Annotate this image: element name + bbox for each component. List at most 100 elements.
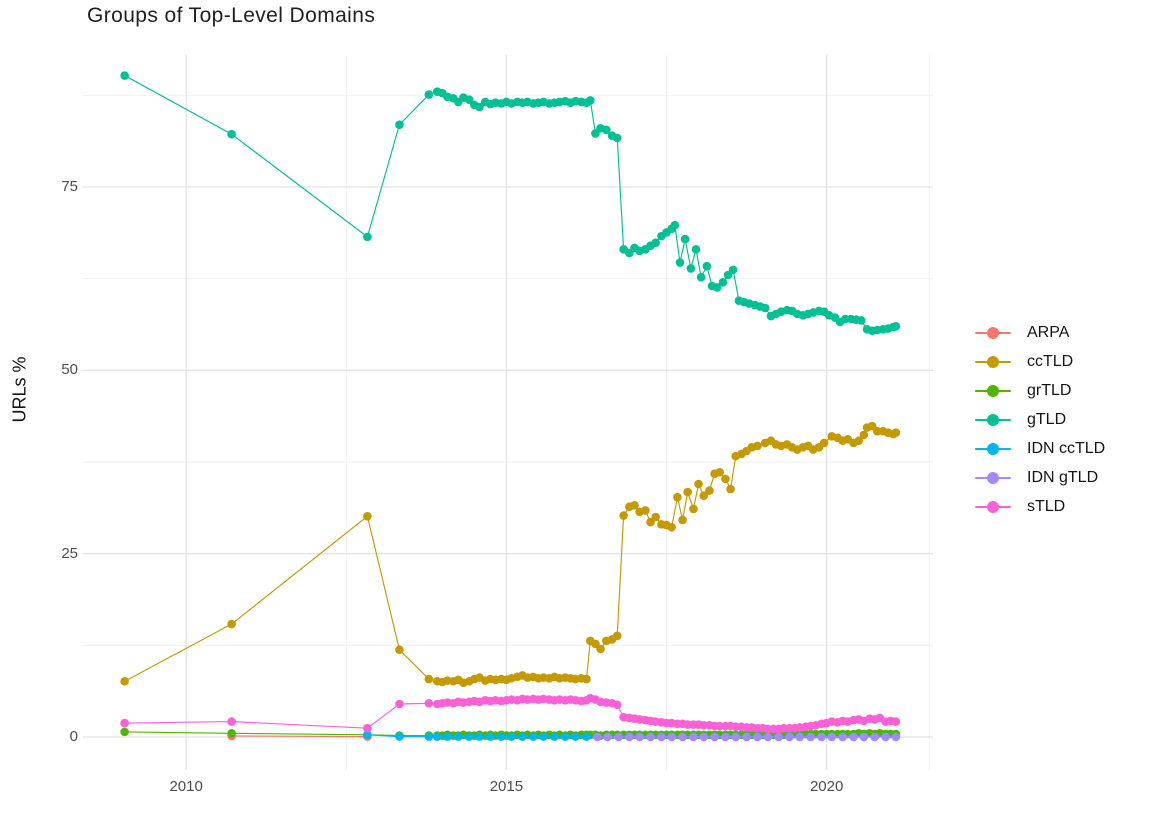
data-point-idn-cctld bbox=[363, 730, 372, 740]
data-point-gtld bbox=[696, 272, 706, 282]
data-point-gtld bbox=[691, 245, 701, 254]
data-point-idn-gtld bbox=[763, 732, 773, 742]
legend-item-gtld: gTLD bbox=[975, 405, 1105, 434]
data-point-idn-gtld bbox=[849, 732, 858, 742]
data-point-idn-cctld bbox=[443, 732, 452, 741]
data-point-gtld bbox=[675, 258, 685, 267]
data-point-cctld bbox=[721, 474, 730, 484]
data-point-cctld bbox=[715, 467, 724, 477]
data-point-cctld bbox=[667, 522, 676, 532]
legend-item-cctld: ccTLD bbox=[975, 347, 1105, 376]
data-point-idn-gtld bbox=[731, 732, 741, 742]
data-point-idn-cctld bbox=[539, 732, 548, 741]
series-line-cctld bbox=[124, 425, 897, 684]
legend-key-icon bbox=[975, 326, 1011, 339]
data-point-cctld bbox=[819, 438, 829, 448]
data-point-grtld bbox=[120, 727, 129, 737]
legend-item-idn-gtld: IDN gTLD bbox=[975, 463, 1105, 492]
data-point-gtld bbox=[395, 120, 404, 129]
data-point-gtld bbox=[891, 322, 901, 331]
data-point-gtld bbox=[856, 316, 866, 325]
data-point-idn-gtld bbox=[721, 732, 730, 742]
data-point-gtld bbox=[718, 278, 728, 287]
data-point-idn-cctld bbox=[395, 732, 404, 741]
data-point-cctld bbox=[726, 484, 735, 494]
data-point-cctld bbox=[689, 504, 698, 514]
data-point-gtld bbox=[760, 303, 770, 313]
data-point-idn-gtld bbox=[625, 732, 634, 742]
data-point-cctld bbox=[699, 491, 708, 501]
data-point-idn-gtld bbox=[689, 732, 698, 742]
data-point-gtld bbox=[612, 133, 622, 143]
series-line-gtld bbox=[124, 75, 897, 332]
legend-item-idn-cctld: IDN ccTLD bbox=[975, 434, 1105, 463]
x-tick-label: 2015 bbox=[489, 778, 524, 795]
data-point-cctld bbox=[363, 511, 372, 521]
legend: ARPA ccTLD grTLD gTLD IDN ccTLD IDN gTLD sTLD bbox=[975, 318, 1105, 521]
legend-label: IDN ccTLD bbox=[1027, 439, 1106, 457]
data-point-stld bbox=[424, 698, 434, 708]
data-point-cctld bbox=[641, 506, 650, 515]
data-point-idn-gtld bbox=[593, 732, 602, 742]
data-point-idn-cctld bbox=[529, 732, 538, 741]
data-point-cctld bbox=[630, 500, 639, 510]
data-point-idn-cctld bbox=[561, 732, 570, 741]
data-point-cctld bbox=[120, 676, 129, 686]
data-point-cctld bbox=[705, 486, 714, 495]
data-point-idn-cctld bbox=[432, 732, 442, 741]
legend-label: ARPA bbox=[1027, 323, 1070, 341]
data-point-idn-cctld bbox=[424, 732, 434, 741]
data-point-idn-gtld bbox=[657, 732, 666, 742]
data-point-cctld bbox=[694, 479, 703, 489]
legend-label: IDN gTLD bbox=[1027, 468, 1099, 486]
data-point-idn-gtld bbox=[806, 732, 815, 742]
data-point-gtld bbox=[680, 234, 690, 244]
legend-label: ccTLD bbox=[1027, 352, 1074, 370]
y-tick-label: 25 bbox=[61, 544, 78, 562]
legend-key-icon bbox=[975, 442, 1011, 455]
data-point-idn-gtld bbox=[859, 732, 869, 742]
data-point-stld bbox=[612, 700, 622, 710]
data-point-stld bbox=[120, 718, 129, 728]
data-point-cctld bbox=[753, 441, 762, 451]
data-point-gtld bbox=[475, 102, 484, 112]
data-point-idn-cctld bbox=[486, 732, 495, 741]
data-point-idn-cctld bbox=[464, 732, 474, 741]
legend-key-icon bbox=[975, 384, 1011, 397]
legend-key-icon bbox=[975, 471, 1011, 484]
data-point-gtld bbox=[712, 283, 722, 292]
data-point-gtld bbox=[651, 238, 660, 248]
data-point-grtld bbox=[227, 729, 236, 738]
data-point-gtld bbox=[602, 125, 611, 135]
data-point-cctld bbox=[424, 674, 434, 684]
legend-label: gTLD bbox=[1027, 410, 1067, 428]
data-point-idn-gtld bbox=[795, 732, 805, 742]
data-point-idn-cctld bbox=[507, 732, 516, 741]
data-point-stld bbox=[891, 717, 901, 726]
data-point-cctld bbox=[651, 512, 660, 522]
y-tick-label: 75 bbox=[61, 178, 78, 195]
data-point-cctld bbox=[612, 631, 622, 641]
data-point-cctld bbox=[678, 515, 687, 525]
data-point-idn-cctld bbox=[454, 732, 463, 741]
data-point-gtld bbox=[728, 265, 738, 275]
data-point-idn-gtld bbox=[710, 732, 719, 742]
data-point-cctld bbox=[582, 674, 591, 684]
data-point-idn-gtld bbox=[614, 732, 623, 742]
data-point-idn-gtld bbox=[838, 732, 847, 742]
legend-item-stld: sTLD bbox=[975, 492, 1105, 521]
data-point-gtld bbox=[227, 129, 236, 139]
data-point-cctld bbox=[227, 619, 236, 629]
data-point-gtld bbox=[363, 232, 372, 242]
y-tick-label: 50 bbox=[61, 361, 78, 379]
legend-label: grTLD bbox=[1027, 381, 1072, 399]
data-point-gtld bbox=[424, 90, 434, 99]
data-point-idn-cctld bbox=[496, 732, 506, 741]
data-point-cctld bbox=[683, 487, 692, 497]
data-point-gtld bbox=[686, 264, 696, 273]
data-point-idn-gtld bbox=[678, 732, 687, 742]
data-point-idn-gtld bbox=[870, 732, 880, 742]
legend-label: sTLD bbox=[1027, 497, 1066, 515]
